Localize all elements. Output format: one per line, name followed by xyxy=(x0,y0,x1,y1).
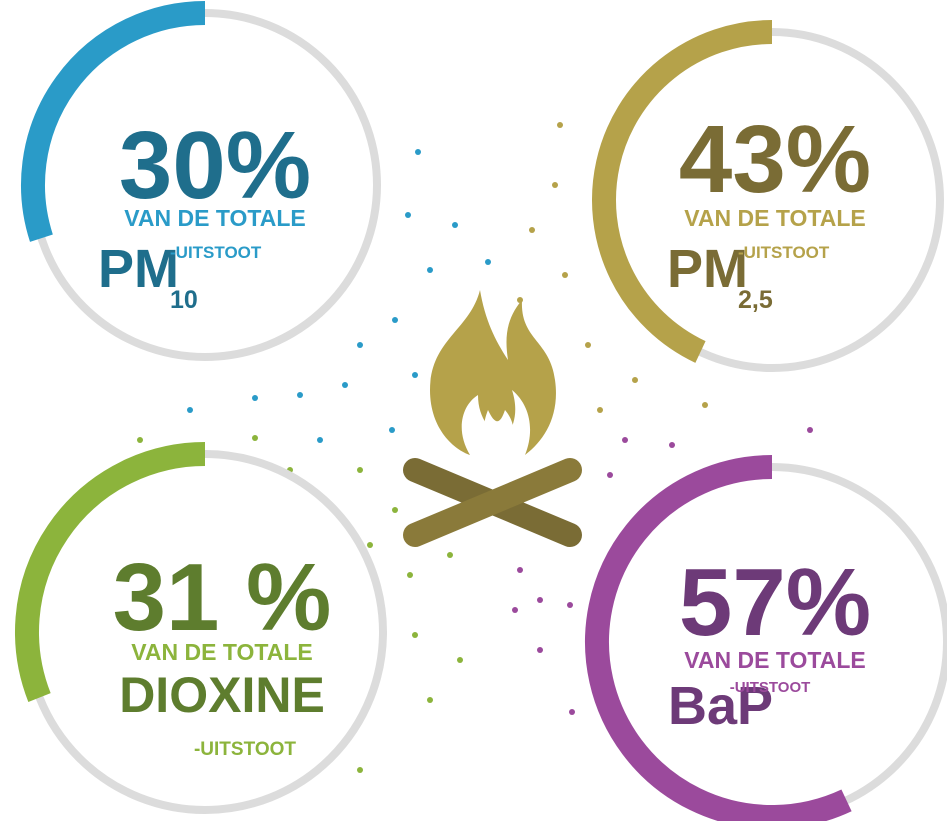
caption: VAN DE TOTALE xyxy=(684,647,865,673)
campfire-icon xyxy=(403,290,582,547)
caption: VAN DE TOTALE xyxy=(124,205,305,231)
subscript: 2,5 xyxy=(738,286,773,314)
pollutant: BaP xyxy=(668,676,773,736)
pollutant: PM xyxy=(98,239,179,299)
suffix: -UITSTOOT xyxy=(170,243,262,262)
green-dots xyxy=(137,435,463,773)
gauge: 57%VAN DE TOTALE BaP-UITSTOOT xyxy=(585,455,947,821)
gold-dots xyxy=(517,122,708,413)
value-label: 31 % xyxy=(113,544,332,651)
gauge-arc xyxy=(21,1,206,242)
blue-dots xyxy=(187,149,491,443)
value-label: 57% xyxy=(679,549,871,656)
purple-dots xyxy=(512,427,813,715)
pollutant: PM xyxy=(667,239,748,299)
pollutant: DIOXINE xyxy=(119,667,325,723)
caption: VAN DE TOTALE xyxy=(131,639,312,665)
value-label: 30% xyxy=(119,112,311,219)
suffix: -UITSTOOT xyxy=(194,739,296,760)
subscript: 10 xyxy=(170,286,198,314)
dots xyxy=(137,122,813,773)
value-label: 43% xyxy=(679,106,871,213)
gauge-arc xyxy=(592,20,773,363)
gauge-arc xyxy=(15,442,206,702)
suffix: -UITSTOOT xyxy=(730,679,811,696)
gauge-arc xyxy=(585,455,852,821)
suffix: -UITSTOOT xyxy=(738,243,830,262)
caption: VAN DE TOTALE xyxy=(684,205,865,231)
gauge: 43%VAN DE TOTALE PM2,5 -UITSTOOT xyxy=(592,20,944,372)
